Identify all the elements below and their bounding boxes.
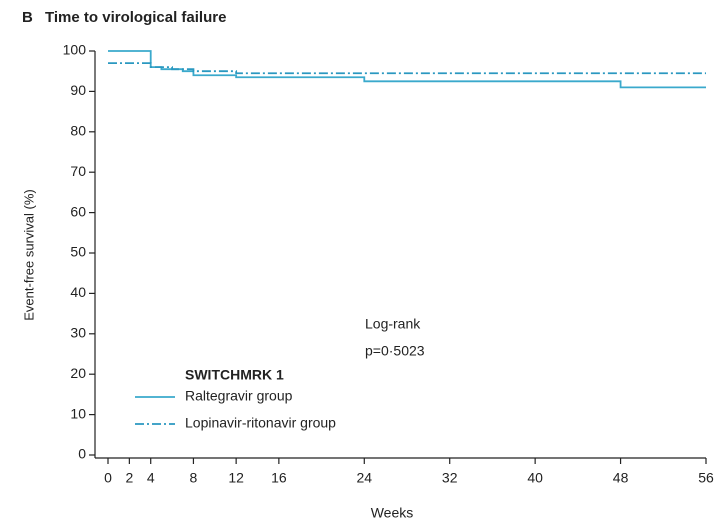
chart-title: Time to virological failure [45,9,226,26]
annotation: Log-rank [365,316,421,332]
survival-line [108,62,706,75]
y-tick-label: 70 [70,163,86,179]
survival-line [108,50,706,89]
x-tick-label: 0 [104,470,112,486]
x-tick-label: 24 [356,470,372,486]
x-tick-label: 4 [147,470,155,486]
y-tick-label: 60 [70,203,86,219]
y-tick-label: 80 [70,123,86,139]
y-tick-label: 90 [70,82,86,98]
x-tick-label: 2 [125,470,133,486]
legend-label: Lopinavir-ritonavir group [185,415,336,431]
y-tick-label: 20 [70,365,86,381]
annotation: p=0·5023 [365,343,425,359]
y-tick-label: 30 [70,325,86,341]
panel-label: B [22,9,33,26]
x-tick-label: 48 [613,470,629,486]
y-axis-label: Event-free survival (%) [21,189,36,320]
x-tick-label: 40 [527,470,543,486]
legend-label: Raltegravir group [185,388,293,404]
x-tick-label: 8 [190,470,198,486]
x-axis-label: Weeks [371,505,414,521]
y-tick-label: 50 [70,244,86,260]
x-tick-label: 32 [442,470,458,486]
y-tick-label: 100 [63,42,87,58]
y-tick-label: 40 [70,284,86,300]
y-tick-label: 0 [78,446,86,462]
x-tick-label: 16 [271,470,287,486]
legend-title: SWITCHMRK 1 [185,367,284,383]
y-tick-label: 10 [70,405,86,421]
x-tick-label: 56 [698,470,714,486]
x-tick-label: 12 [228,470,244,486]
